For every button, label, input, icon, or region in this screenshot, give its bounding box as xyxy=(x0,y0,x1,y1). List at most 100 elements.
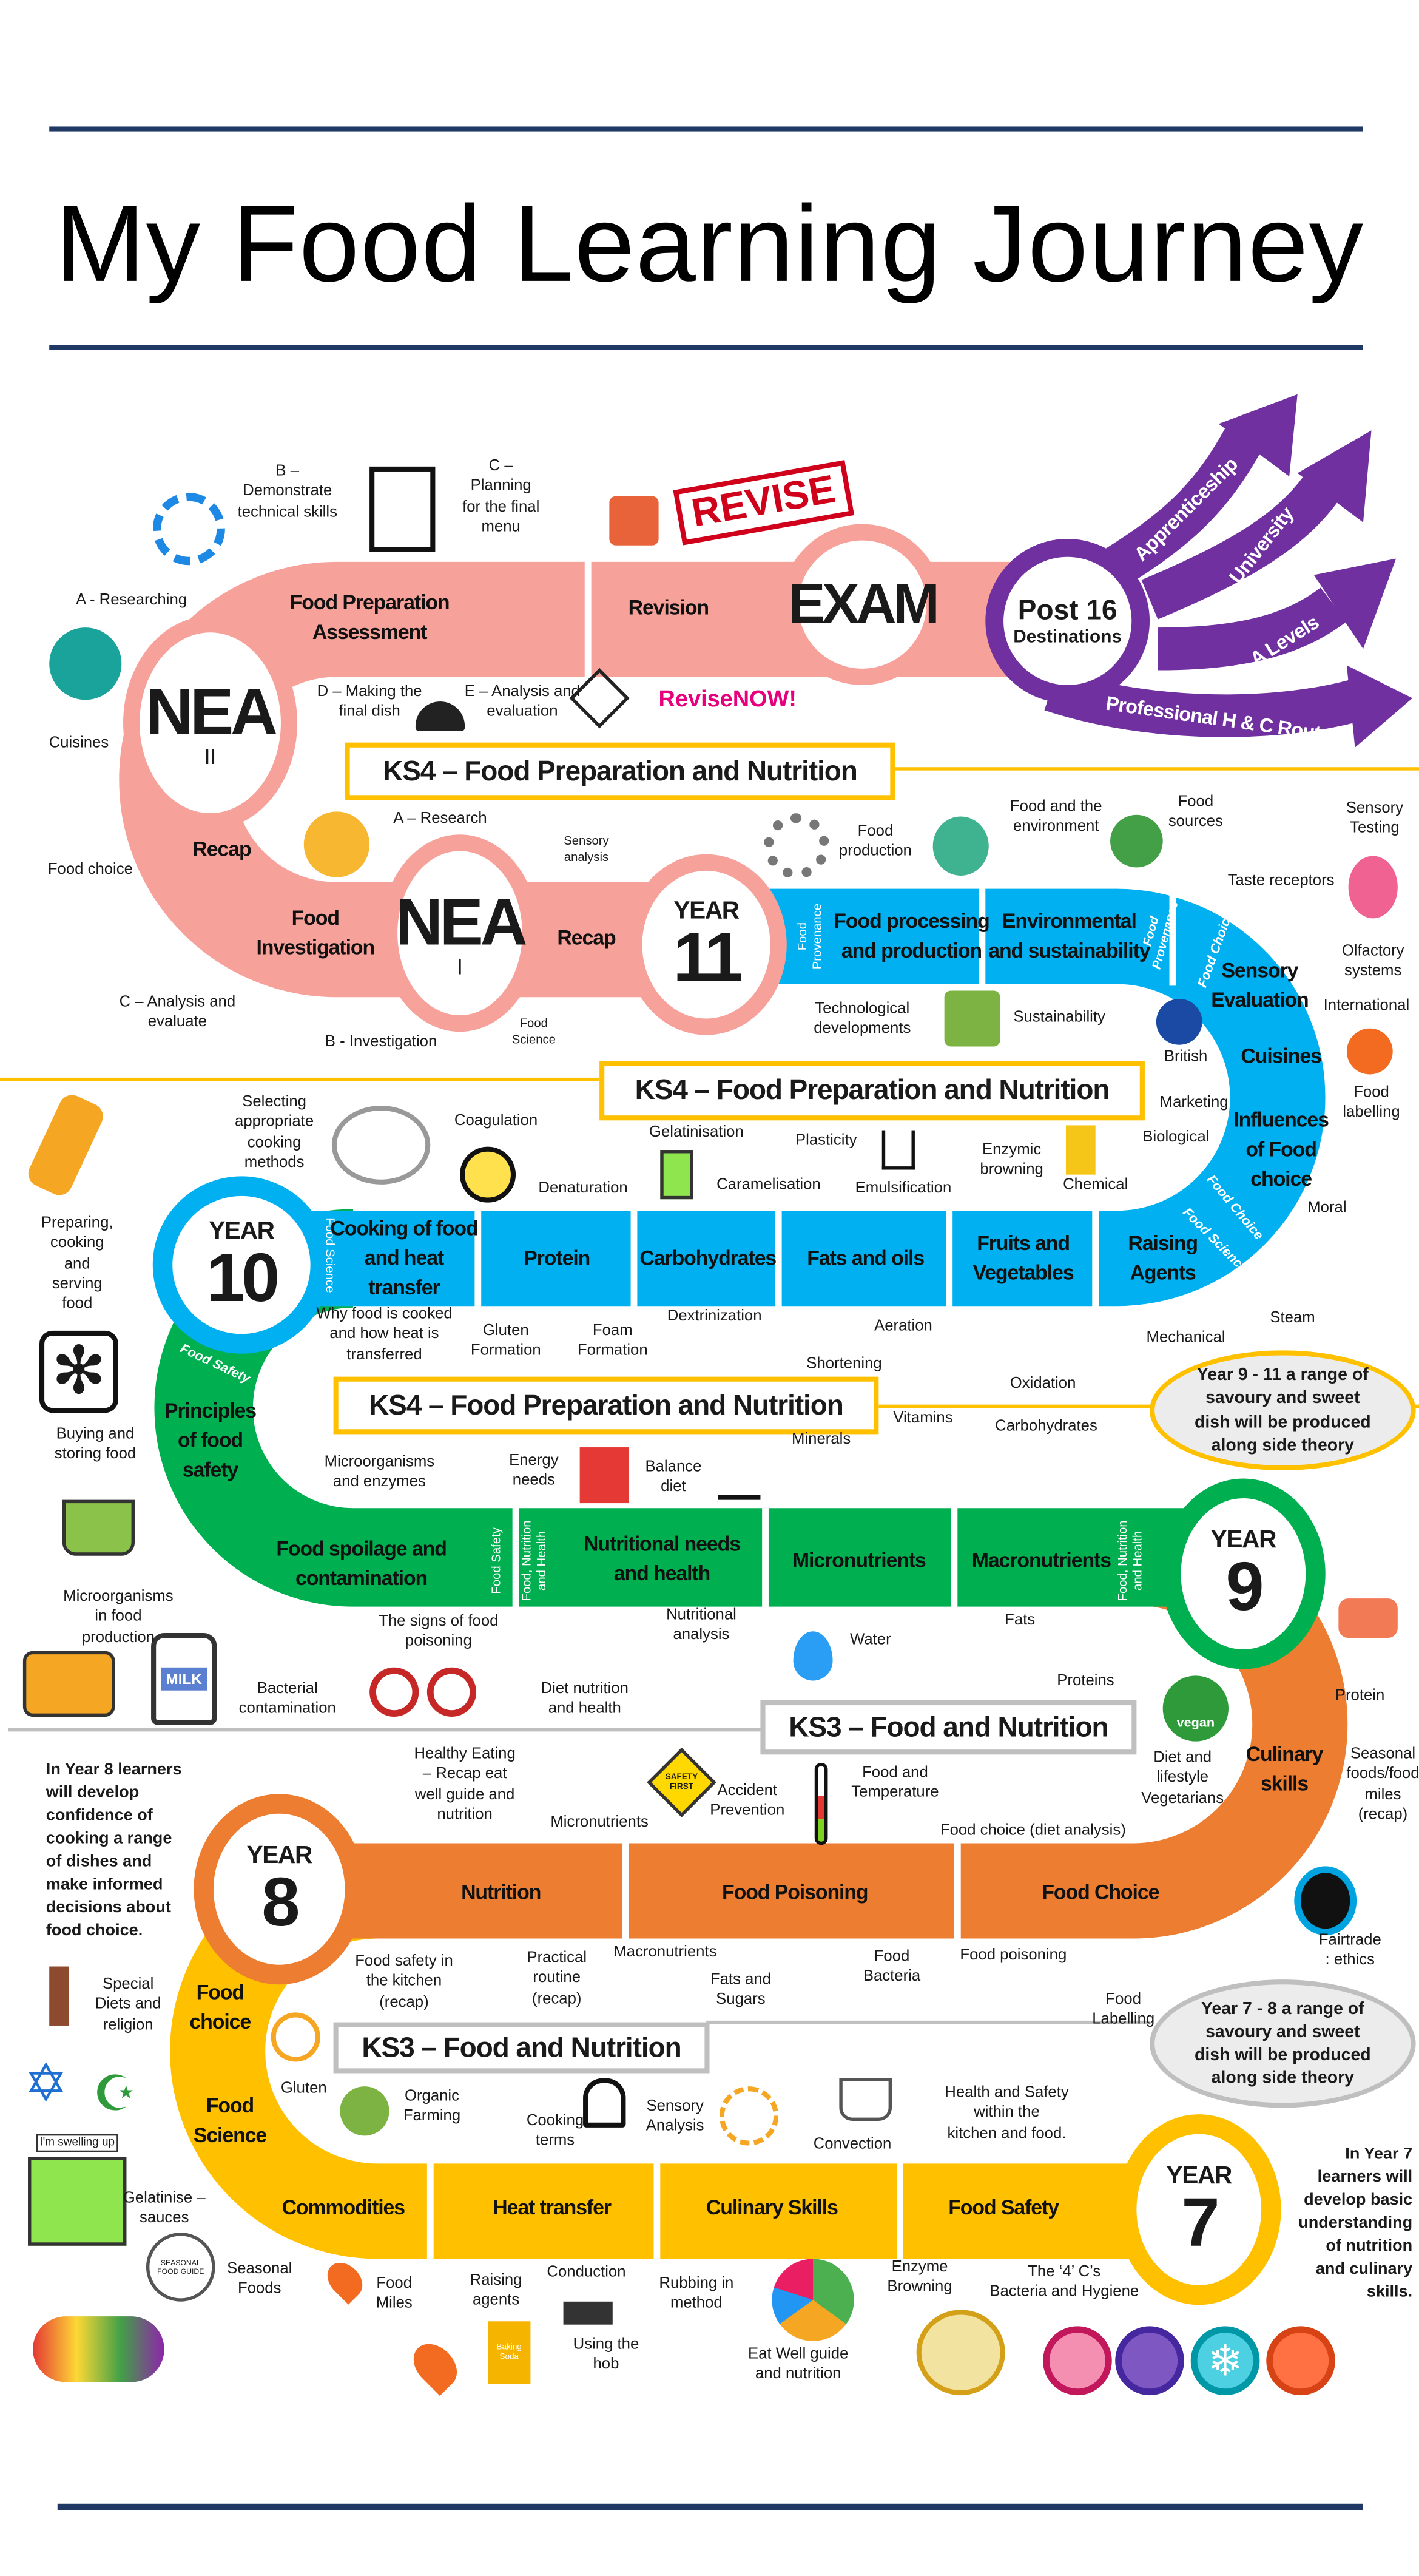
annotation: Diet nutrition and health xyxy=(541,1680,629,1719)
revise-now-logo: ReviseNOW! xyxy=(658,685,797,712)
annotation: Food choice xyxy=(47,860,133,879)
road-tag-food-safety: Food Safety xyxy=(488,1527,504,1594)
year9-word: YEAR xyxy=(1210,1525,1277,1553)
annotation: British xyxy=(1164,1047,1208,1066)
annotation: Marketing xyxy=(1159,1094,1229,1112)
year8-number: 8 xyxy=(261,1862,300,1939)
year11-word: YEAR xyxy=(673,896,740,924)
annotation: Buying and storing food xyxy=(54,1425,137,1464)
annotation: D – Making the final dish xyxy=(317,683,422,722)
road-food-processing: Food processing and production xyxy=(834,910,989,963)
post16-subtitle: Destinations xyxy=(1013,627,1122,647)
annotation: Technological developments xyxy=(814,999,911,1038)
annotation: Sustainability xyxy=(1013,1008,1105,1027)
ks4-divider-line xyxy=(0,1077,600,1081)
annotation: Aeration xyxy=(874,1317,932,1336)
year10-circle: YEAR 10 xyxy=(152,1176,331,1354)
annotation: Macronutrients xyxy=(613,1943,717,1961)
cross-contamination-icon xyxy=(1043,2326,1112,2396)
annotation: Special Diets and religion xyxy=(95,1975,161,2034)
year9-circle: YEAR 9 xyxy=(1161,1478,1326,1669)
road-heat-transfer: Heat transfer xyxy=(493,2196,612,2220)
road-recap: Recap xyxy=(557,926,616,950)
baking-powder-icon xyxy=(1065,1125,1096,1175)
british-flag-icon xyxy=(1156,998,1202,1045)
crescent-star-icon: ☪ xyxy=(93,2067,137,2122)
annotation: Food labelling xyxy=(1343,1083,1400,1123)
year10-word: YEAR xyxy=(209,1216,275,1245)
annotation: Food and Temperature xyxy=(851,1763,939,1802)
ks4-header: KS4 – Food Preparation and Nutrition xyxy=(345,742,895,800)
road-separators xyxy=(426,558,1176,2261)
five-senses-icon xyxy=(719,2086,779,2146)
annotation: Oxidation xyxy=(1009,1374,1076,1393)
annotation: Fats xyxy=(1005,1611,1036,1630)
page-title: My Food Learning Journey xyxy=(55,182,1364,304)
nea1-label: NEA xyxy=(395,886,528,959)
food-poisoning-icon xyxy=(369,1667,419,1717)
annotation: Food poisoning xyxy=(960,1946,1067,1965)
annotation: Enzymic browning xyxy=(980,1141,1043,1180)
water-drop-icon xyxy=(793,1631,833,1681)
annotation: Carbohydrates xyxy=(995,1417,1097,1436)
year8-circle: YEAR 8 xyxy=(194,1794,365,1985)
year11-circle: YEAR 11 xyxy=(625,854,787,1035)
year11-number: 11 xyxy=(673,917,743,995)
title-rule xyxy=(49,345,1363,350)
post16-title: Post 16 xyxy=(1017,595,1117,626)
road-carbohydrates: Carbohydrates xyxy=(639,1246,777,1270)
annotation: Selecting appropriate cooking methods xyxy=(235,1093,314,1172)
cheese-icon xyxy=(22,1651,115,1717)
gear-person-icon xyxy=(152,493,225,566)
annotation: The signs of food poisoning xyxy=(379,1612,499,1651)
road-raising-agents: Raising Agents xyxy=(1128,1232,1198,1285)
ks4-header: KS4 – Food Preparation and Nutrition xyxy=(599,1061,1145,1121)
annotation: The ‘4’ C’s Bacteria and Hygiene xyxy=(989,2263,1139,2302)
annotation: Emulsification xyxy=(855,1179,952,1198)
mouth-tongue-icon xyxy=(1348,856,1398,919)
exam-label: EXAM xyxy=(788,573,940,636)
top-rule xyxy=(49,126,1363,132)
annotation: Preparing, cooking and serving food xyxy=(41,1214,113,1314)
annotation: Sensory analysis xyxy=(564,833,609,864)
road-culinary-skills: Culinary Skills xyxy=(706,2196,838,2220)
road-food-safety: Food Safety xyxy=(948,2196,1059,2220)
annotation: Balance diet xyxy=(645,1458,702,1497)
road-cooking-heat-transfer: Cooking of food and heat transfer xyxy=(330,1217,478,1300)
annotation: Shortening xyxy=(806,1354,882,1373)
fried-egg-icon xyxy=(460,1146,516,1203)
road-food-preparation-assessment: Food Preparation Assessment xyxy=(289,591,450,644)
annotation: B - Investigation xyxy=(325,1033,437,1052)
annotation: Seasonal foods/food miles (recap) xyxy=(1346,1745,1419,1824)
annotation: Sensory Analysis xyxy=(645,2097,704,2136)
ks4-divider-line xyxy=(886,767,1419,771)
food-poisoning-icon xyxy=(426,1667,477,1717)
annotation: Raising agents xyxy=(470,2271,522,2310)
annotation: Practical routine (recap) xyxy=(527,1949,587,2008)
chef-hat-icon xyxy=(583,2078,626,2128)
fairtrade-logo-icon xyxy=(1294,1866,1357,1936)
year7-circle: YEAR 7 xyxy=(1116,2114,1281,2305)
bottom-rule xyxy=(57,2503,1363,2510)
annotation: Gelatinise – sauces xyxy=(123,2189,206,2228)
nea2-circle: NEA II xyxy=(123,616,298,830)
year10-number: 10 xyxy=(206,1237,280,1316)
road-fruits-vegetables: Fruits and Vegetables xyxy=(972,1232,1074,1285)
seasonal-food-guide-logo: SEASONAL FOOD GUIDE xyxy=(146,2233,215,2302)
lab-flask-icon xyxy=(303,811,370,877)
annotation: Gluten xyxy=(280,2079,327,2098)
research-magnifier-icon xyxy=(49,627,122,700)
organic-farming-icon xyxy=(340,2086,389,2136)
annotation: Foam Formation xyxy=(577,1322,648,1361)
apple-recycle-icon xyxy=(932,816,989,876)
annotation: Coagulation xyxy=(454,1112,538,1131)
eatwell-guide-icon xyxy=(772,2259,854,2341)
year8-description: In Year 8 learners will develop confiden… xyxy=(46,1761,182,1941)
annotation: Gluten Formation xyxy=(470,1322,541,1361)
annotation: Mechanical xyxy=(1146,1328,1225,1347)
annotation: B – Demonstrate technical skills xyxy=(237,462,337,521)
annotation: Microorganisms in food production xyxy=(63,1587,174,1647)
annotation: Olfactory systems xyxy=(1341,942,1404,981)
milk-bottle-icon: MILK xyxy=(151,1632,217,1725)
